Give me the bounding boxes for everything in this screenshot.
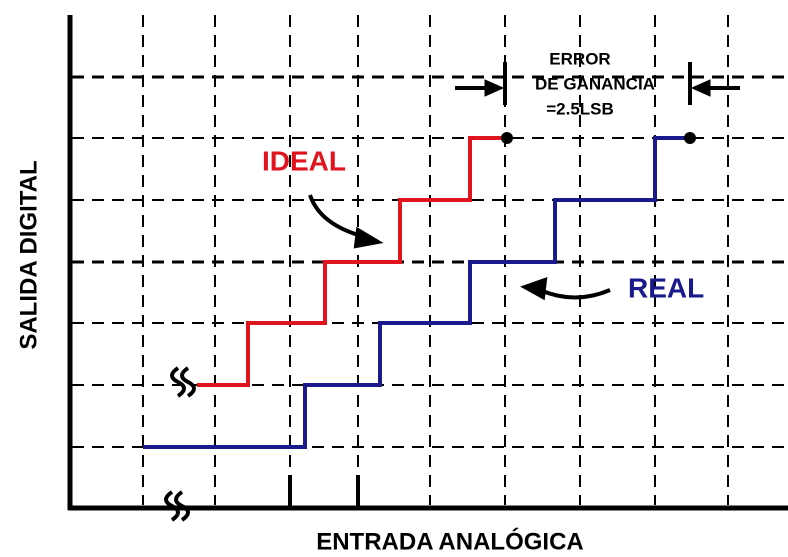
annotation-line: ERROR xyxy=(549,49,610,68)
real-label: REAL xyxy=(628,272,704,303)
grid xyxy=(72,15,788,505)
ideal-staircase xyxy=(197,136,505,387)
y-axis-label: SALIDA DIGITAL xyxy=(15,160,42,349)
x-axis-label: ENTRADA ANALÓGICA xyxy=(316,527,584,555)
pointer-arrows xyxy=(308,194,611,301)
real-endpoint xyxy=(684,132,696,144)
real-staircase xyxy=(143,136,688,449)
annotation-line: DE GANANCIA xyxy=(535,74,655,93)
break-marks xyxy=(164,366,196,522)
ideal-label: IDEAL xyxy=(262,145,346,176)
ideal-endpoint xyxy=(501,132,513,144)
gain-error-markers xyxy=(455,62,740,105)
annotation-line: =2.5LSB xyxy=(546,99,614,118)
